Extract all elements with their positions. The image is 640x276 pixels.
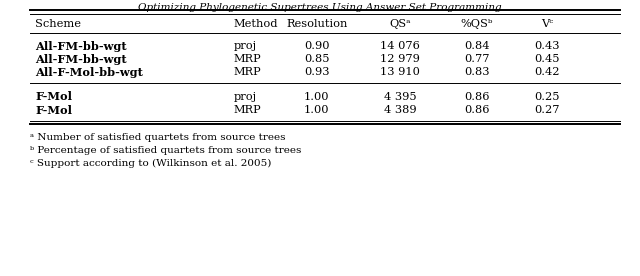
Text: 0.90: 0.90 — [304, 41, 330, 51]
Text: Vᶜ: Vᶜ — [541, 19, 554, 29]
Text: 1.00: 1.00 — [304, 92, 330, 102]
Text: 0.86: 0.86 — [464, 105, 490, 115]
Text: 0.93: 0.93 — [304, 67, 330, 77]
Text: proj: proj — [234, 41, 257, 51]
Text: 0.45: 0.45 — [534, 54, 560, 64]
Text: 4 395: 4 395 — [384, 92, 416, 102]
Text: MRP: MRP — [234, 54, 261, 64]
Text: proj: proj — [234, 92, 257, 102]
Text: ᵇ Percentage of satisfied quartets from source trees: ᵇ Percentage of satisfied quartets from … — [30, 146, 301, 155]
Text: 13 910: 13 910 — [380, 67, 420, 77]
Text: MRP: MRP — [234, 105, 261, 115]
Text: 0.25: 0.25 — [534, 92, 560, 102]
Text: 0.27: 0.27 — [534, 105, 560, 115]
Text: ᵃ Number of satisfied quartets from source trees: ᵃ Number of satisfied quartets from sour… — [30, 133, 285, 142]
Text: F-Mol: F-Mol — [35, 92, 72, 102]
Text: All-FM-bb-wgt: All-FM-bb-wgt — [35, 54, 127, 65]
Text: All-F-Mol-bb-wgt: All-F-Mol-bb-wgt — [35, 67, 143, 78]
Text: 14 076: 14 076 — [380, 41, 420, 51]
Text: 12 979: 12 979 — [380, 54, 420, 64]
Text: Optimizing Phylogenetic Supertrees Using Answer Set Programming: Optimizing Phylogenetic Supertrees Using… — [138, 3, 502, 12]
Text: 0.84: 0.84 — [464, 41, 490, 51]
Text: Scheme: Scheme — [35, 19, 81, 29]
Text: %QSᵇ: %QSᵇ — [461, 19, 493, 29]
Text: QSᵃ: QSᵃ — [389, 19, 411, 29]
Text: Resolution: Resolution — [286, 19, 348, 29]
Text: Method: Method — [234, 19, 278, 29]
Text: 0.83: 0.83 — [464, 67, 490, 77]
Text: 0.86: 0.86 — [464, 92, 490, 102]
Text: 1.00: 1.00 — [304, 105, 330, 115]
Text: All-FM-bb-wgt: All-FM-bb-wgt — [35, 41, 127, 52]
Text: ᶜ Support according to (Wilkinson et al. 2005): ᶜ Support according to (Wilkinson et al.… — [30, 159, 271, 168]
Text: 0.43: 0.43 — [534, 41, 560, 51]
Text: F-Mol: F-Mol — [35, 105, 72, 115]
Text: 4 389: 4 389 — [384, 105, 416, 115]
Text: MRP: MRP — [234, 67, 261, 77]
Text: 0.85: 0.85 — [304, 54, 330, 64]
Text: 0.77: 0.77 — [464, 54, 490, 64]
Text: 0.42: 0.42 — [534, 67, 560, 77]
